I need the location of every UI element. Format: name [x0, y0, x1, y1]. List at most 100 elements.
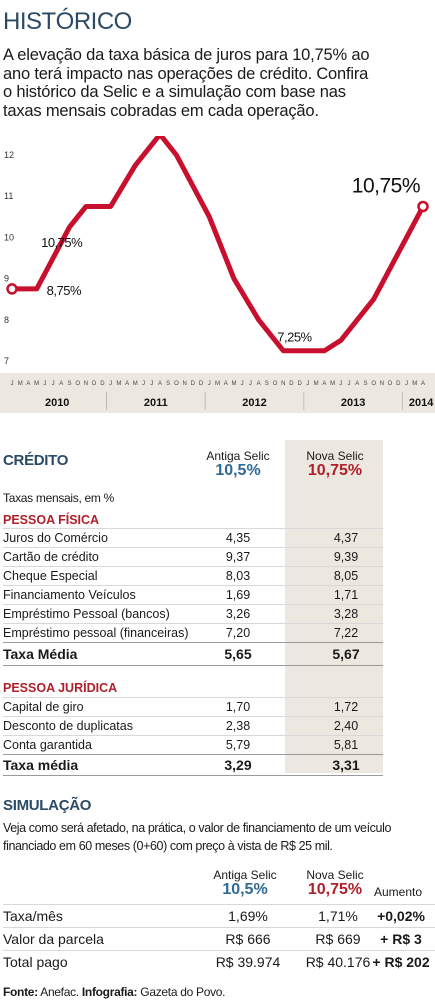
- month-tick-label: M: [215, 381, 220, 387]
- increase-value: + R$ 3: [380, 931, 422, 947]
- old-value: 8,03: [225, 569, 251, 583]
- month-tick-label: N: [84, 381, 88, 387]
- month-tick-label: M: [116, 381, 121, 387]
- month-tick-label: M: [314, 381, 319, 387]
- increase-value: + R$ 202: [372, 954, 430, 970]
- sim-old-value: 10,5%: [222, 881, 268, 898]
- new-value: 3,28: [333, 607, 359, 621]
- series-endpoint: [417, 200, 429, 213]
- month-tick-label: S: [166, 381, 170, 387]
- footer-credits: Fonte: Anefac. Infografia: Gazeta do Pov…: [3, 985, 226, 999]
- sim-row: Valor da parcela R$ 666 R$ 669 + R$ 3: [3, 928, 435, 950]
- old-value: 1,70: [225, 700, 251, 714]
- month-tick-label: O: [174, 381, 179, 387]
- y-axis: 12 11 10 9 8 7: [4, 150, 14, 366]
- intro-line: o histórico da Selic e a simulação com b…: [3, 83, 346, 101]
- row-label: Taxa média: [3, 757, 79, 773]
- month-tick-label: N: [380, 381, 384, 387]
- simulacao-title: SIMULAÇÃO: [3, 797, 92, 814]
- month-tick-label: N: [182, 381, 186, 387]
- old-value: 1,69: [225, 588, 251, 602]
- selic-series-line: [9, 136, 426, 354]
- average-row: Taxa Média 5,65 5,67: [3, 644, 435, 664]
- y-tick-label: 7: [4, 356, 9, 366]
- divider: [3, 642, 383, 643]
- old-value: 3,26: [225, 607, 251, 621]
- new-value: 7,22: [333, 626, 359, 640]
- row-label: Financiamento Veículos: [3, 588, 136, 602]
- month-tick-label: J: [11, 381, 14, 387]
- sim-increase-header: Aumento: [373, 885, 423, 899]
- month-tick-label: A: [224, 381, 228, 387]
- pf-section-title: PESSOA FÍSICA: [3, 513, 100, 527]
- old-value: 3,29: [224, 757, 252, 773]
- table-row: Cheque Especial 8,03 8,05: [3, 567, 435, 585]
- month-tick-label: J: [405, 381, 408, 387]
- new-value: 5,67: [332, 646, 360, 662]
- old-value: 9,37: [225, 550, 251, 564]
- new-value: R$ 669: [315, 931, 361, 947]
- month-tick-label: D: [289, 381, 294, 387]
- divider: [3, 604, 383, 605]
- month-tick-label: O: [75, 381, 80, 387]
- month-tick-label: O: [371, 381, 376, 387]
- y-tick-label: 10: [4, 232, 14, 242]
- new-value: 8,05: [333, 569, 359, 583]
- new-value: 9,39: [333, 550, 359, 564]
- old-value: 7,20: [225, 626, 251, 640]
- month-tick-label: S: [265, 381, 269, 387]
- month-tick-label: J: [241, 381, 244, 387]
- divider: [3, 950, 435, 951]
- new-value: 3,31: [332, 757, 360, 773]
- y-tick-label: 9: [4, 274, 9, 284]
- new-selic-header: Nova Selic: [306, 449, 364, 463]
- old-value: 2,38: [225, 719, 251, 733]
- new-value: 1,72: [333, 700, 359, 714]
- source-label: Fonte:: [3, 985, 38, 999]
- divider: [3, 547, 383, 548]
- month-tick-label: J: [52, 381, 55, 387]
- month-tick-label: D: [191, 381, 196, 387]
- month-tick-label: A: [322, 381, 326, 387]
- credito-title: CRÉDITO: [3, 452, 69, 469]
- table-row: Capital de giro 1,70 1,72: [3, 698, 435, 716]
- data-label: 7,25%: [277, 330, 312, 345]
- old-value: 4,35: [225, 531, 251, 545]
- row-label: Juros do Comércio: [3, 531, 108, 545]
- new-value: 1,71%: [318, 908, 358, 924]
- sim-new-value: 10,75%: [307, 881, 363, 898]
- year-label: 2011: [144, 397, 168, 409]
- row-label: Valor da parcela: [3, 931, 104, 947]
- month-tick-label: J: [142, 381, 145, 387]
- divider: [3, 716, 383, 717]
- divider: [3, 623, 383, 624]
- data-label: 8,75%: [47, 283, 82, 298]
- new-selic-value: 10,75%: [307, 462, 363, 479]
- sim-row: Total pago R$ 39.974 R$ 40.176 + R$ 202: [3, 951, 435, 973]
- old-selic-value: 10,5%: [215, 462, 261, 479]
- table-row: Empréstimo pessoal (financeiras) 7,20 7,…: [3, 624, 435, 642]
- table-row: Conta garantida 5,79 5,81: [3, 736, 435, 754]
- month-tick-label: J: [249, 381, 252, 387]
- old-value: 1,69%: [228, 908, 268, 924]
- month-tick-label: M: [34, 381, 39, 387]
- sim-old-header: Antiga Selic: [213, 868, 277, 882]
- divider: [3, 528, 383, 529]
- month-tick-label: M: [412, 381, 417, 387]
- row-label: Cheque Especial: [3, 569, 98, 583]
- series-points: [6, 200, 429, 295]
- new-value: 2,40: [333, 719, 359, 733]
- timeline-band: [0, 373, 435, 413]
- month-tick-label: M: [330, 381, 335, 387]
- row-label: Cartão de crédito: [3, 550, 99, 564]
- old-value: R$ 666: [225, 931, 271, 947]
- month-tick-label: J: [150, 381, 153, 387]
- divider: [3, 754, 383, 755]
- divider: [3, 927, 435, 928]
- month-tick-label: D: [298, 381, 303, 387]
- month-tick-label: N: [281, 381, 285, 387]
- infographic-value: Gazeta do Povo.: [140, 985, 226, 999]
- intro-line: ano terá impacto nas operações de crédit…: [3, 64, 369, 83]
- intro-line: Veja como será afetado, na prática, o va…: [3, 821, 392, 835]
